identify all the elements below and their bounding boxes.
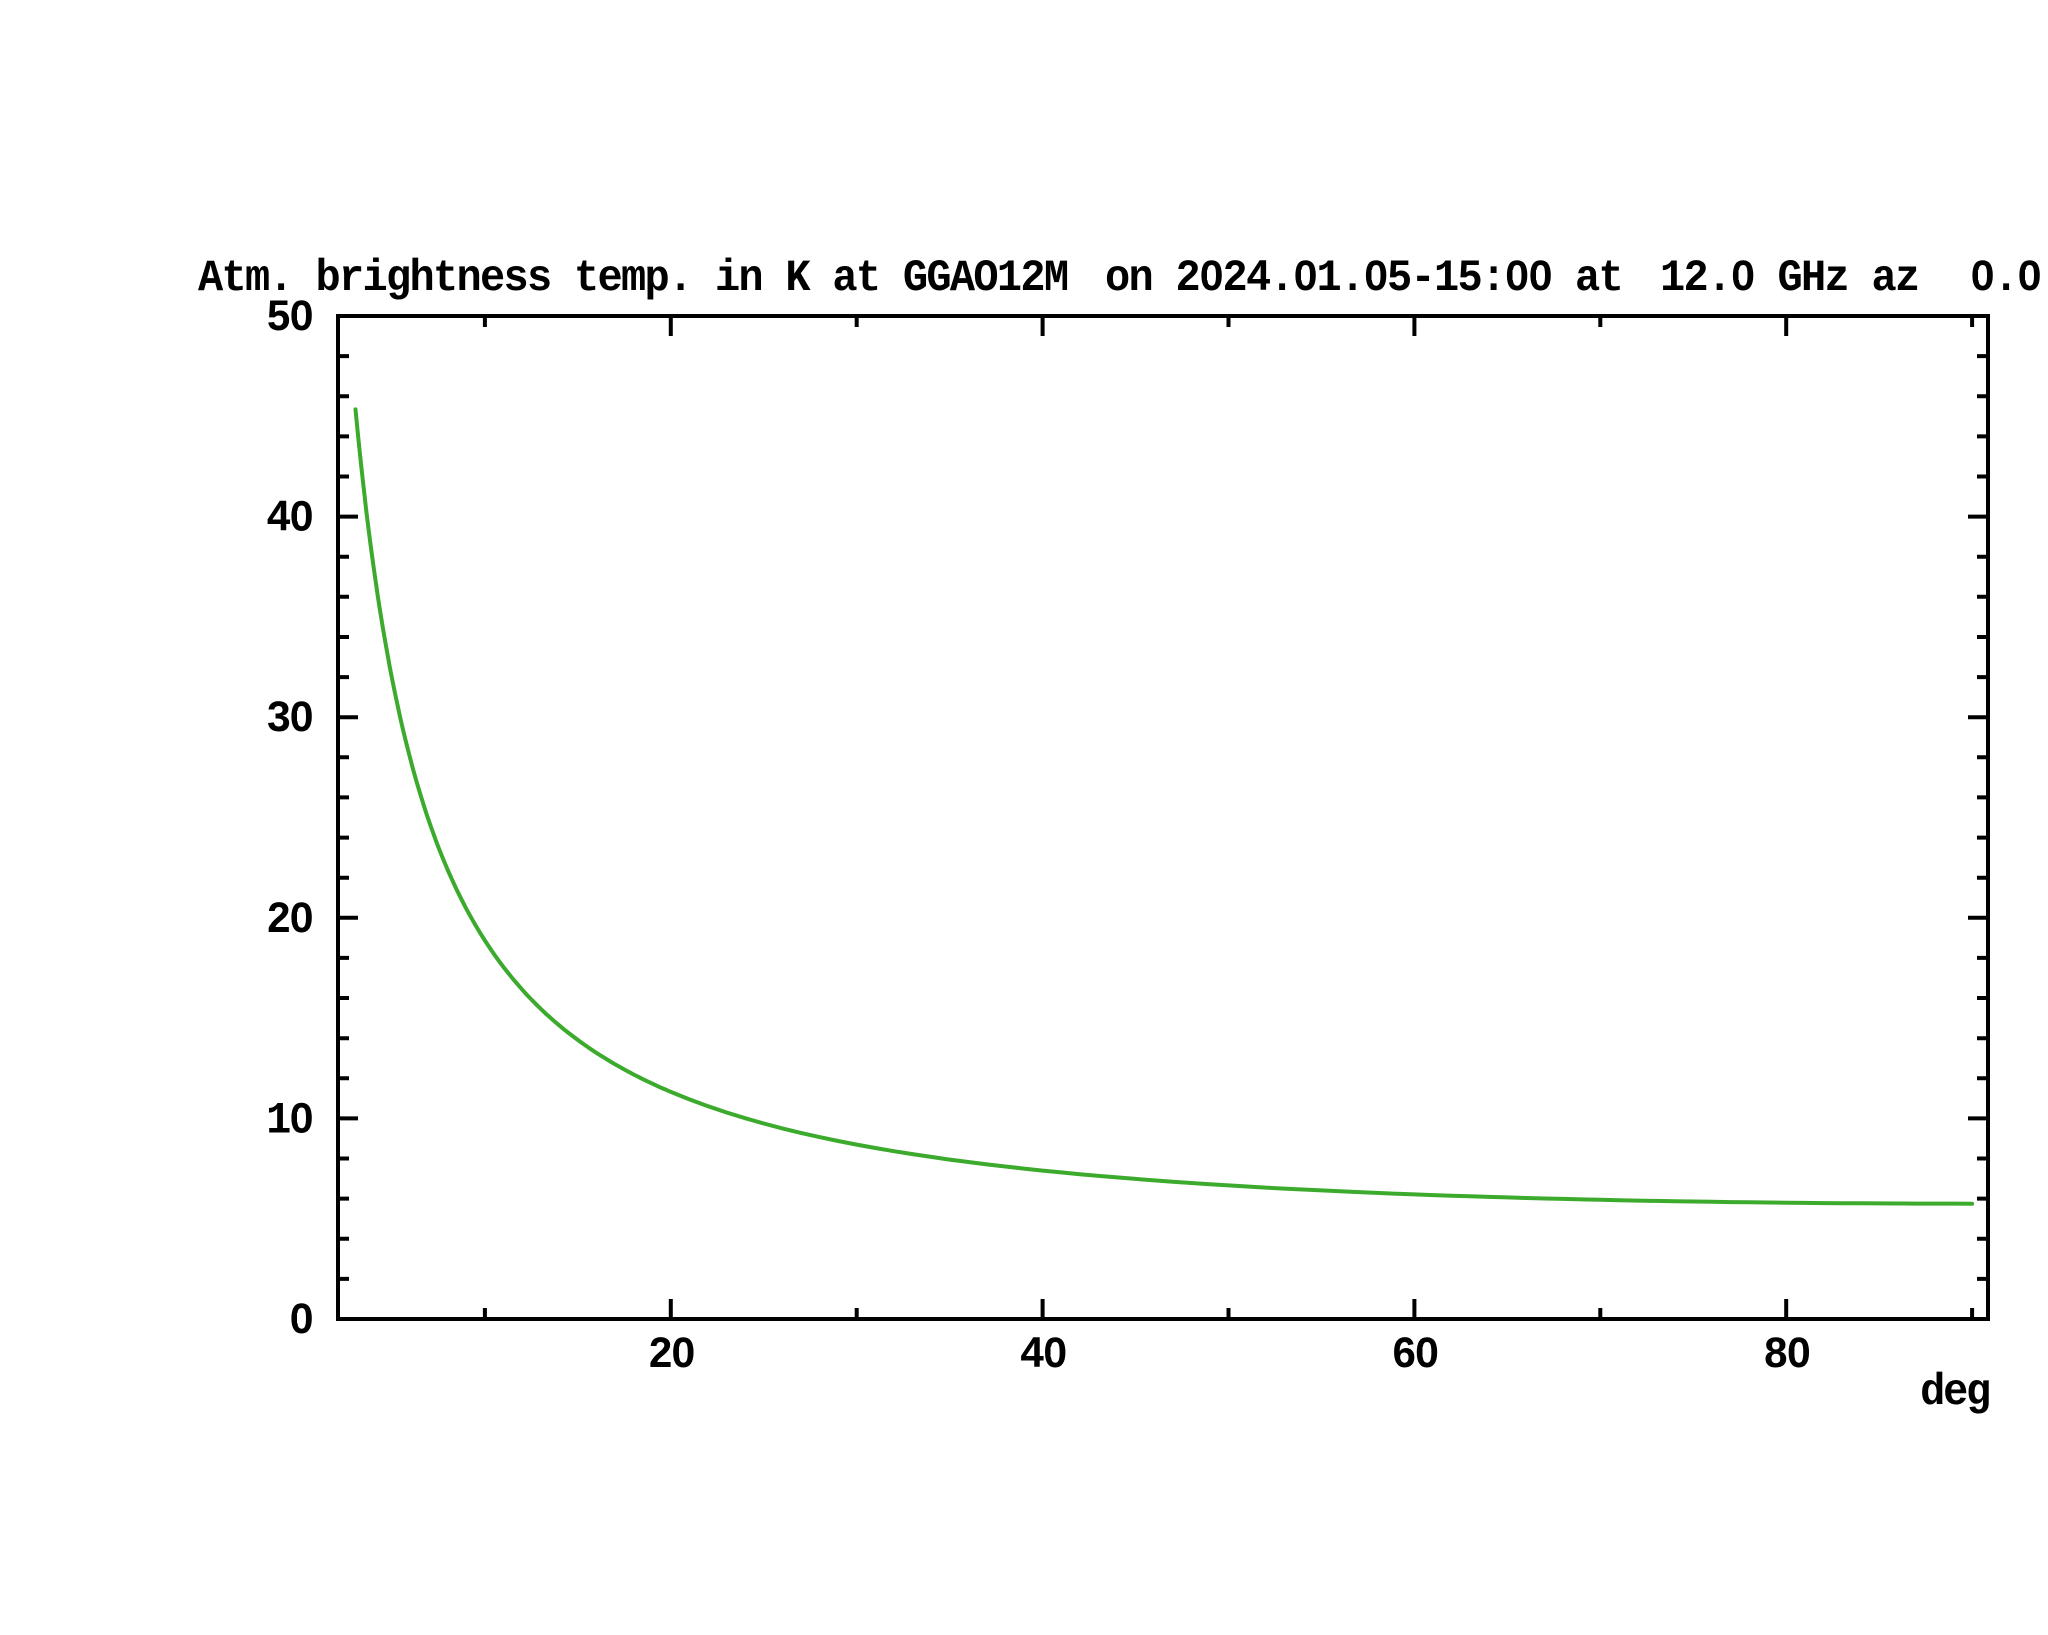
- svg-text:deg: deg: [1920, 1368, 1989, 1419]
- svg-text:50: 50: [266, 294, 312, 345]
- svg-text:Atm. brightness temp. in K at: Atm. brightness temp. in K at GGAO12M: [198, 254, 1067, 305]
- svg-text:60: 60: [1391, 1331, 1437, 1382]
- svg-text:40: 40: [1020, 1331, 1066, 1382]
- svg-text:10: 10: [266, 1096, 312, 1147]
- svg-text:40: 40: [266, 495, 312, 546]
- svg-text:on 2024.01.05-15:00 at: on 2024.01.05-15:00 at: [1105, 254, 1622, 305]
- svg-text:20: 20: [648, 1331, 694, 1382]
- svg-text:20: 20: [266, 896, 312, 947]
- svg-text:30: 30: [266, 695, 312, 746]
- svg-text:80: 80: [1763, 1331, 1809, 1382]
- svg-text:12.0 GHz az: 12.0 GHz az: [1660, 254, 1918, 305]
